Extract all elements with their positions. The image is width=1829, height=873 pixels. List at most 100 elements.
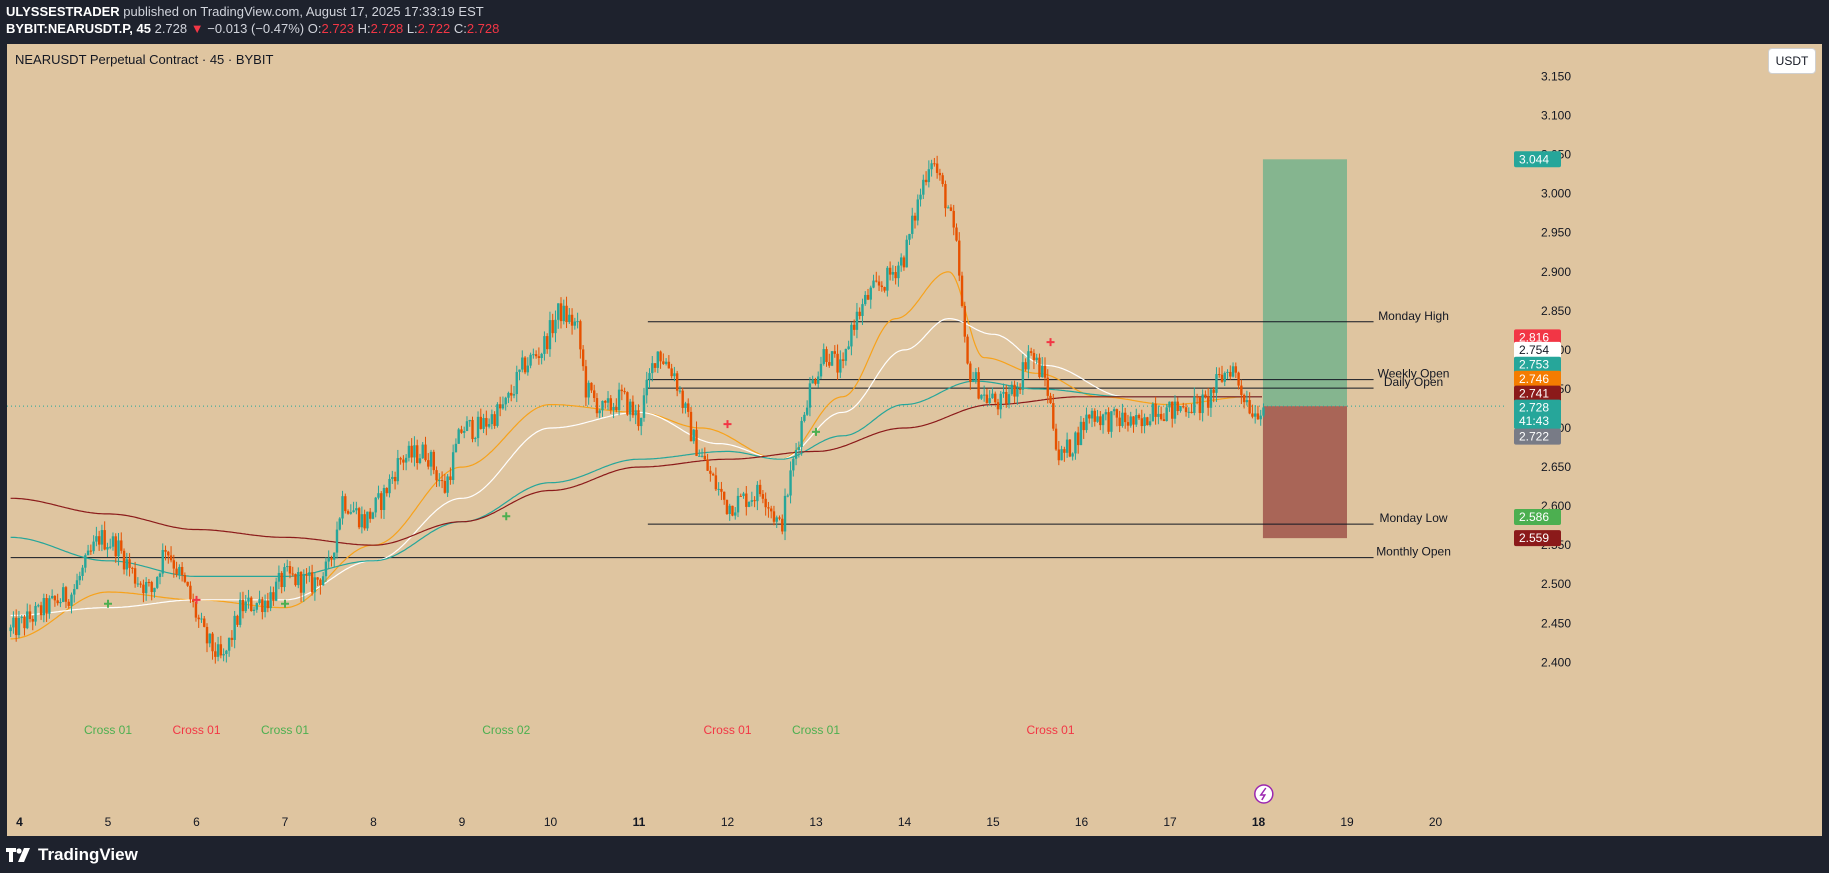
candle[interactable] bbox=[518, 369, 521, 372]
candle[interactable] bbox=[645, 379, 648, 396]
candle[interactable] bbox=[817, 376, 820, 384]
candle[interactable] bbox=[1240, 385, 1243, 395]
candle[interactable] bbox=[391, 476, 394, 479]
candle[interactable] bbox=[537, 356, 541, 359]
candle[interactable] bbox=[877, 281, 881, 286]
candle[interactable] bbox=[609, 398, 612, 411]
currency-button[interactable]: USDT bbox=[1768, 48, 1816, 74]
candle[interactable] bbox=[924, 179, 928, 183]
candle[interactable] bbox=[100, 530, 104, 545]
candle[interactable] bbox=[363, 514, 366, 529]
stop-zone[interactable] bbox=[1262, 406, 1347, 539]
candle[interactable] bbox=[56, 600, 59, 604]
candle[interactable] bbox=[258, 599, 261, 604]
candle[interactable] bbox=[640, 417, 643, 427]
candle[interactable] bbox=[1151, 403, 1155, 422]
candle[interactable] bbox=[581, 349, 585, 367]
candle[interactable] bbox=[1052, 403, 1055, 429]
candle[interactable] bbox=[977, 372, 980, 399]
candle[interactable] bbox=[261, 599, 264, 613]
candle[interactable] bbox=[34, 605, 37, 622]
candle[interactable] bbox=[388, 478, 391, 494]
candle[interactable] bbox=[1079, 421, 1083, 446]
candle[interactable] bbox=[933, 163, 936, 165]
candle[interactable] bbox=[1237, 372, 1240, 386]
candle[interactable] bbox=[875, 280, 878, 282]
candle[interactable] bbox=[960, 275, 964, 306]
candle[interactable] bbox=[272, 592, 275, 601]
candle[interactable] bbox=[811, 379, 814, 384]
candle[interactable] bbox=[1212, 389, 1215, 393]
candle[interactable] bbox=[380, 493, 383, 511]
candle[interactable] bbox=[930, 163, 933, 170]
candle[interactable] bbox=[316, 577, 319, 580]
candle[interactable] bbox=[1013, 384, 1016, 397]
candle[interactable] bbox=[864, 294, 867, 305]
candle[interactable] bbox=[687, 403, 690, 412]
candle[interactable] bbox=[510, 392, 513, 396]
candle[interactable] bbox=[828, 362, 831, 366]
candle[interactable] bbox=[1068, 439, 1072, 457]
candle[interactable] bbox=[382, 488, 386, 511]
candle[interactable] bbox=[996, 402, 1000, 410]
candle[interactable] bbox=[675, 373, 679, 391]
candle[interactable] bbox=[446, 476, 449, 493]
candle[interactable] bbox=[1049, 395, 1052, 404]
candle[interactable] bbox=[1206, 396, 1210, 408]
candle[interactable] bbox=[67, 601, 70, 606]
candle[interactable] bbox=[357, 508, 361, 528]
candle[interactable] bbox=[753, 500, 756, 502]
candle[interactable] bbox=[767, 507, 770, 509]
candle[interactable] bbox=[86, 550, 90, 556]
candle[interactable] bbox=[1195, 396, 1199, 398]
candle[interactable] bbox=[1157, 413, 1160, 417]
candle[interactable] bbox=[274, 581, 278, 601]
candle[interactable] bbox=[310, 572, 314, 593]
candle[interactable] bbox=[673, 373, 676, 377]
candle[interactable] bbox=[703, 455, 707, 460]
candle[interactable] bbox=[734, 512, 737, 516]
candle[interactable] bbox=[1176, 401, 1179, 412]
candle[interactable] bbox=[413, 445, 416, 458]
candle[interactable] bbox=[31, 618, 34, 622]
moving-average-line[interactable] bbox=[10, 271, 1262, 640]
candle[interactable] bbox=[396, 458, 400, 482]
candle[interactable] bbox=[236, 615, 239, 625]
candle[interactable] bbox=[1085, 414, 1088, 431]
candle[interactable] bbox=[534, 354, 538, 357]
candle[interactable] bbox=[9, 627, 12, 632]
candle[interactable] bbox=[756, 484, 759, 502]
candle[interactable] bbox=[238, 599, 242, 625]
candle[interactable] bbox=[728, 505, 731, 514]
candle[interactable] bbox=[393, 476, 397, 482]
candle[interactable] bbox=[286, 566, 289, 568]
candle[interactable] bbox=[982, 394, 986, 396]
candle[interactable] bbox=[994, 393, 997, 403]
candle[interactable] bbox=[92, 541, 95, 552]
candle[interactable] bbox=[667, 361, 671, 369]
candle[interactable] bbox=[1209, 389, 1213, 408]
candle[interactable] bbox=[739, 495, 742, 497]
candle[interactable] bbox=[451, 452, 455, 480]
candle[interactable] bbox=[178, 566, 181, 575]
candle[interactable] bbox=[161, 549, 164, 574]
candle[interactable] bbox=[551, 320, 554, 334]
candle[interactable] bbox=[1074, 432, 1077, 454]
candle[interactable] bbox=[277, 572, 281, 582]
candle[interactable] bbox=[958, 240, 961, 276]
candle[interactable] bbox=[805, 407, 809, 415]
candle[interactable] bbox=[1099, 416, 1102, 426]
candle[interactable] bbox=[142, 584, 145, 594]
candle[interactable] bbox=[576, 321, 579, 323]
candle[interactable] bbox=[498, 404, 502, 409]
candle[interactable] bbox=[1198, 396, 1202, 414]
candle[interactable] bbox=[515, 371, 518, 395]
candle[interactable] bbox=[97, 536, 101, 545]
candle[interactable] bbox=[194, 602, 198, 618]
candle[interactable] bbox=[731, 505, 734, 516]
candle[interactable] bbox=[1173, 401, 1177, 419]
candle[interactable] bbox=[341, 496, 344, 519]
candle[interactable] bbox=[681, 390, 684, 408]
candle[interactable] bbox=[587, 382, 590, 398]
candle[interactable] bbox=[302, 574, 306, 593]
